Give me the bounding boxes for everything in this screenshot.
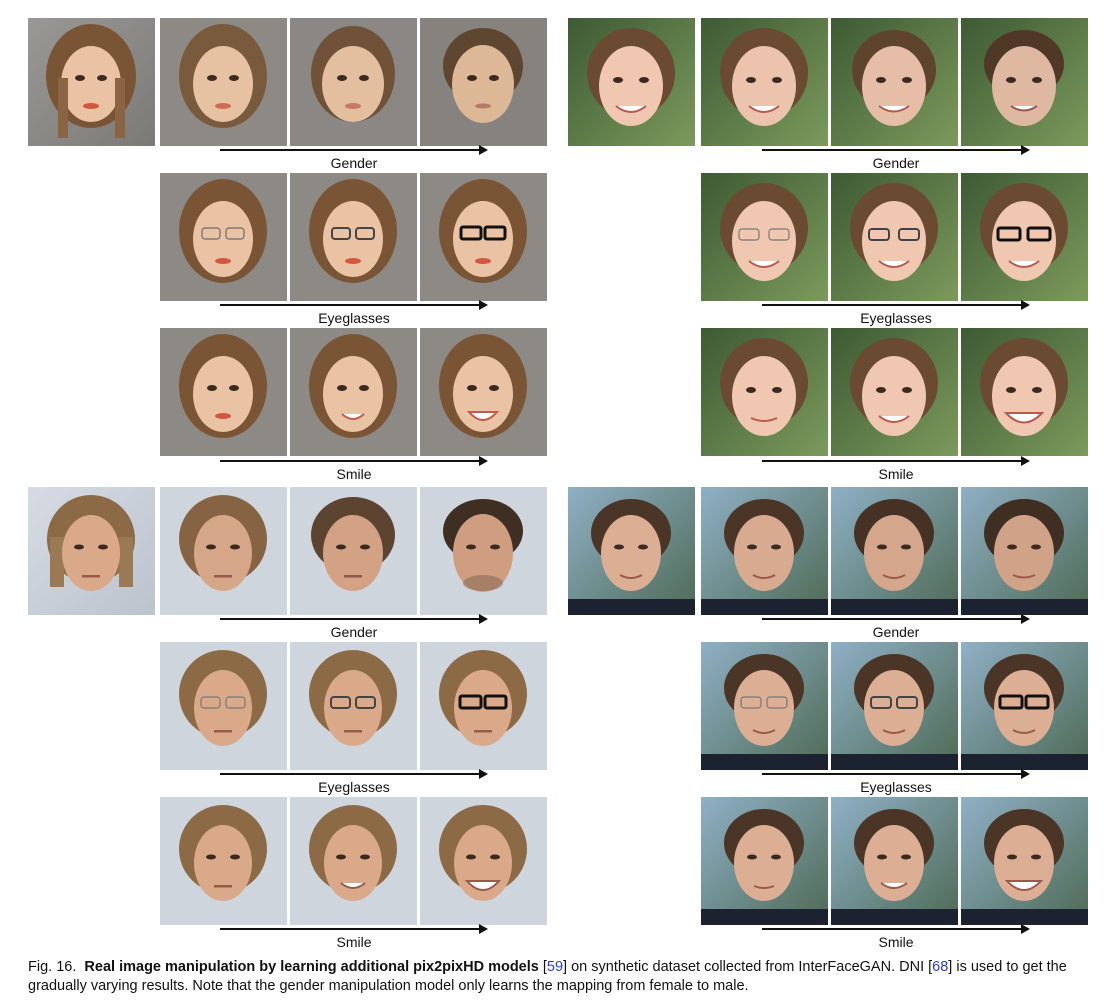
result-face-image [420,328,547,456]
result-face-image [420,642,547,770]
manipulation-arrow [762,456,1030,466]
caption-text: is used to get the gradually varying res… [28,959,1067,994]
row-label: Gender [872,155,920,171]
source-face-image [568,18,695,146]
row-label: Eyeglasses [860,779,932,795]
result-face-image [290,328,417,456]
row-label: Gender [330,155,378,171]
manipulation-arrow [762,769,1030,779]
source-face-image [28,487,155,615]
row-label: Gender [872,624,920,640]
citation-link[interactable]: 59 [546,959,564,975]
result-face-image [701,797,828,925]
manipulation-arrow [220,924,488,934]
result-face-image [160,797,287,925]
result-face-image [701,18,828,146]
result-face-image [290,18,417,146]
result-face-image [961,642,1088,770]
result-face-image [290,797,417,925]
row-label: Smile [336,934,372,950]
source-face-image [568,487,695,615]
manipulation-arrow [762,924,1030,934]
result-face-image [290,487,417,615]
figure-caption: Fig. 16. Real image manipulation by lear… [28,959,1067,994]
result-face-image [831,487,958,615]
manipulation-arrow [220,300,488,310]
row-label: Eyeglasses [318,310,390,326]
result-face-image [961,487,1088,615]
manipulation-arrow [220,145,488,155]
row-label: Gender [330,624,378,640]
citation-link[interactable]: 68 [932,959,949,975]
result-face-image [961,328,1088,456]
result-face-image [961,18,1088,146]
result-face-image [701,328,828,456]
manipulation-arrow [220,456,488,466]
result-face-image [701,642,828,770]
result-face-image [420,173,547,301]
result-face-image [290,173,417,301]
result-face-image [961,173,1088,301]
result-face-image [420,797,547,925]
row-label: Eyeglasses [318,779,390,795]
caption-title: Real image manipulation by learning addi… [84,959,539,975]
result-face-image [701,173,828,301]
result-face-image [831,642,958,770]
result-face-image [420,18,547,146]
result-face-image [160,642,287,770]
result-face-image [160,328,287,456]
result-face-image [831,328,958,456]
source-face-image [28,18,155,146]
result-face-image [701,487,828,615]
manipulation-arrow [220,769,488,779]
manipulation-arrow [220,614,488,624]
result-face-image [961,797,1088,925]
result-face-image [160,487,287,615]
result-face-image [831,173,958,301]
caption-text: on synthetic dataset collected from Inte… [571,959,925,975]
result-face-image [160,18,287,146]
result-face-image [831,18,958,146]
result-face-image [290,642,417,770]
result-face-image [160,173,287,301]
manipulation-arrow [762,300,1030,310]
row-label: Smile [336,466,372,482]
manipulation-arrow [762,614,1030,624]
figure-number: Fig. 16. [28,959,77,975]
manipulation-arrow [762,145,1030,155]
row-label: Eyeglasses [860,310,932,326]
result-face-image [831,797,958,925]
result-face-image [420,487,547,615]
row-label: Smile [878,934,914,950]
row-label: Smile [878,466,914,482]
